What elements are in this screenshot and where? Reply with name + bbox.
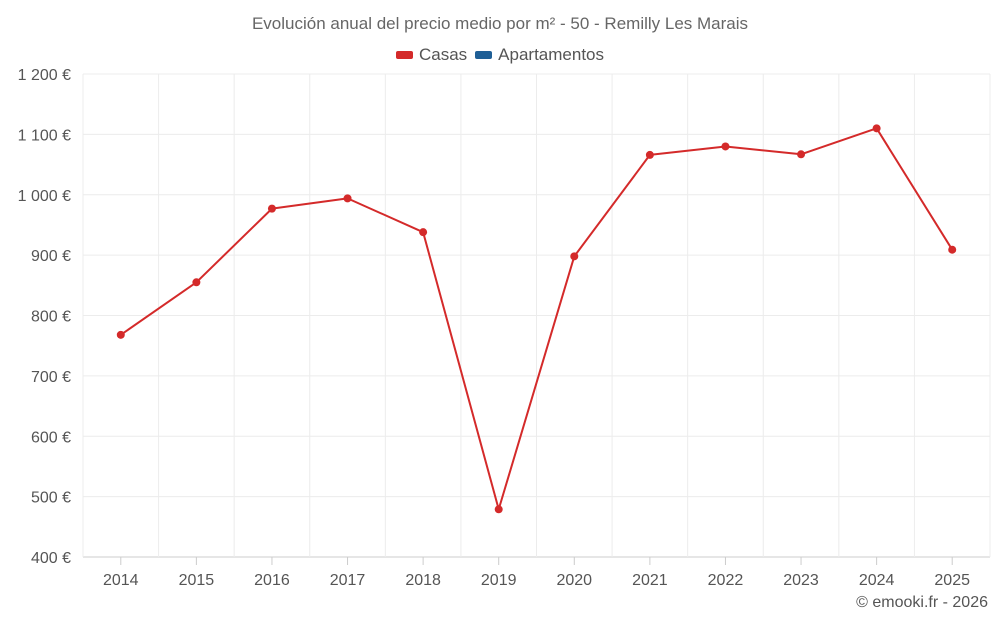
- y-tick-label: 800 €: [31, 309, 71, 326]
- x-tick-label: 2018: [405, 572, 441, 589]
- x-tick-label: 2023: [783, 572, 819, 589]
- y-tick-label: 600 €: [31, 429, 71, 446]
- credit-text: © emooki.fr - 2026: [856, 594, 988, 611]
- x-tick-label: 2017: [330, 572, 366, 589]
- x-tick-label: 2024: [859, 572, 895, 589]
- y-tick-label: 1 200 €: [18, 67, 71, 84]
- data-point-casas: [267, 204, 276, 213]
- x-tick-label: 2021: [632, 572, 668, 589]
- y-tick-label: 900 €: [31, 248, 71, 265]
- x-tick-label: 2022: [708, 572, 744, 589]
- data-point-casas: [570, 252, 579, 261]
- data-point-casas: [343, 194, 352, 203]
- y-tick-label: 700 €: [31, 369, 71, 386]
- legend-item-casas[interactable]: Casas: [395, 45, 468, 65]
- legend-item-apartamentos[interactable]: Apartamentos: [475, 45, 604, 65]
- chart-title: Evolución anual del precio medio por m² …: [251, 14, 749, 33]
- data-point-casas: [948, 245, 957, 254]
- legend-swatch-apartamentos: [475, 51, 493, 59]
- x-tick-label: 2014: [103, 572, 139, 589]
- legend-swatch-casas: [395, 51, 413, 59]
- data-point-casas: [645, 150, 654, 159]
- data-point-casas: [797, 150, 806, 159]
- x-tick-label: 2015: [179, 572, 215, 589]
- data-point-casas: [192, 278, 201, 287]
- legend-label-casas: Casas: [418, 45, 468, 64]
- series-line-casas: [120, 127, 954, 511]
- y-tick-label: 1 100 €: [18, 127, 71, 144]
- data-point-casas: [494, 505, 503, 514]
- x-tick-label: 2020: [556, 572, 592, 589]
- y-tick-label: 500 €: [31, 490, 71, 507]
- data-point-casas: [419, 228, 428, 237]
- chart-legend: Casas Apartamentos: [0, 45, 1000, 65]
- y-tick-label: 1 000 €: [18, 188, 71, 205]
- data-point-casas: [721, 142, 730, 151]
- y-tick-label: 400 €: [31, 550, 71, 567]
- data-point-casas: [116, 330, 125, 339]
- data-point-casas: [872, 124, 881, 133]
- x-tick-label: 2019: [481, 572, 517, 589]
- legend-label-apartamentos: Apartamentos: [498, 45, 605, 64]
- x-tick-label: 2016: [254, 572, 290, 589]
- x-tick-label: 2025: [934, 572, 970, 589]
